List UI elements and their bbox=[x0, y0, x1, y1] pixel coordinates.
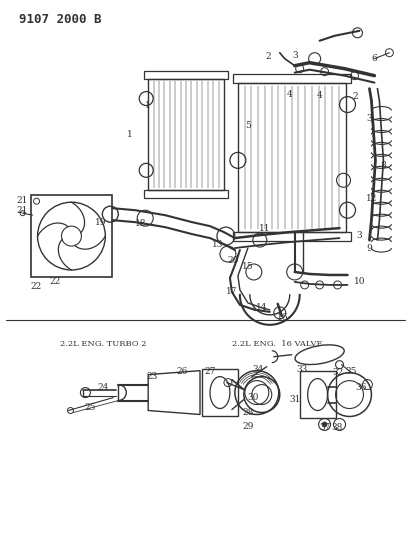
Bar bbox=[233, 74, 351, 83]
Text: 2.2L ENG.  16 VALVE: 2.2L ENG. 16 VALVE bbox=[232, 340, 323, 348]
Text: 35: 35 bbox=[346, 367, 357, 376]
Text: 14: 14 bbox=[256, 303, 268, 312]
Text: 31: 31 bbox=[289, 395, 300, 404]
Text: 32: 32 bbox=[332, 368, 343, 377]
Text: 22: 22 bbox=[30, 282, 41, 292]
Bar bbox=[202, 369, 238, 416]
Text: 9: 9 bbox=[367, 244, 372, 253]
Text: 4: 4 bbox=[287, 90, 293, 99]
Text: 36: 36 bbox=[356, 383, 367, 392]
Text: 2: 2 bbox=[353, 92, 358, 101]
Text: 15: 15 bbox=[242, 262, 254, 271]
Bar bbox=[30, 195, 112, 277]
Text: 17: 17 bbox=[226, 287, 238, 296]
Text: 5: 5 bbox=[245, 121, 251, 130]
Text: 1: 1 bbox=[145, 101, 151, 110]
Text: 21: 21 bbox=[17, 196, 28, 205]
Text: 3: 3 bbox=[357, 231, 362, 240]
Text: 1: 1 bbox=[127, 130, 133, 139]
Bar bbox=[238, 83, 346, 232]
Circle shape bbox=[322, 422, 327, 427]
Text: 28: 28 bbox=[242, 408, 254, 417]
Text: 23: 23 bbox=[147, 372, 158, 381]
Text: 38: 38 bbox=[332, 423, 343, 432]
Bar bbox=[144, 190, 228, 198]
Bar bbox=[148, 79, 224, 190]
Text: 20: 20 bbox=[227, 255, 239, 264]
Text: 19: 19 bbox=[95, 217, 106, 227]
Bar bbox=[144, 71, 228, 79]
Bar bbox=[300, 370, 335, 418]
Text: 10: 10 bbox=[354, 278, 365, 286]
Text: 8: 8 bbox=[381, 161, 386, 170]
Text: 4: 4 bbox=[317, 91, 323, 100]
Text: 27: 27 bbox=[204, 367, 216, 376]
Text: 37: 37 bbox=[319, 423, 330, 432]
Text: 3: 3 bbox=[367, 114, 372, 123]
Text: 24: 24 bbox=[98, 383, 109, 392]
Bar bbox=[233, 232, 351, 241]
Text: 30: 30 bbox=[247, 393, 259, 402]
Text: 2.2L ENG. TURBO 2: 2.2L ENG. TURBO 2 bbox=[60, 340, 147, 348]
Text: 21: 21 bbox=[17, 206, 28, 215]
Text: 22: 22 bbox=[50, 278, 61, 286]
Text: 33: 33 bbox=[296, 365, 307, 374]
Text: 34: 34 bbox=[252, 365, 263, 374]
Text: 6: 6 bbox=[372, 54, 377, 63]
Text: 16: 16 bbox=[277, 313, 289, 322]
Text: 18: 18 bbox=[134, 219, 146, 228]
Text: 9107 2000 B: 9107 2000 B bbox=[18, 13, 101, 26]
Text: 25: 25 bbox=[85, 403, 96, 412]
Text: 29: 29 bbox=[242, 422, 254, 431]
Text: 3: 3 bbox=[292, 51, 298, 60]
Text: 11: 11 bbox=[259, 224, 270, 232]
Text: 2: 2 bbox=[265, 52, 270, 61]
Text: 12: 12 bbox=[366, 193, 377, 203]
Text: 26: 26 bbox=[176, 367, 188, 376]
Text: 13: 13 bbox=[212, 239, 224, 248]
